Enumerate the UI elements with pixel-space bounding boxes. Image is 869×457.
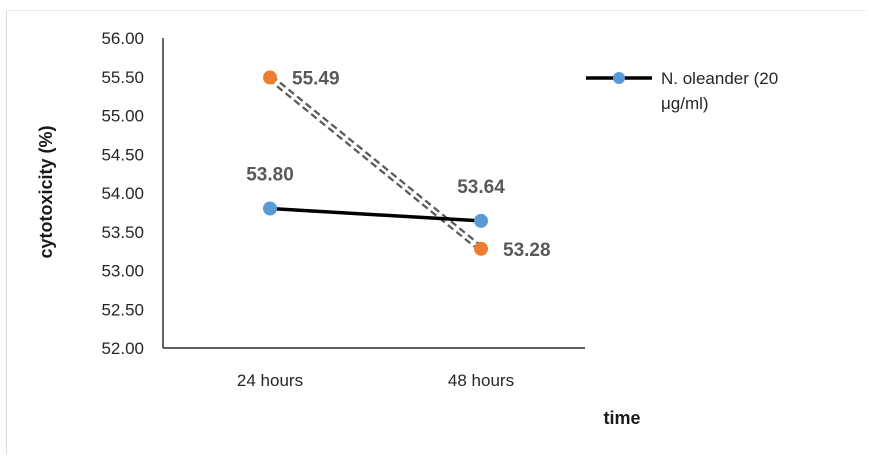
legend-label-line2: μg/ml) [661, 94, 709, 113]
y-axis-title: cytotoxicity (%) [36, 125, 56, 258]
data-label: 53.28 [503, 240, 551, 261]
series-line-inner [270, 78, 481, 249]
x-tick-label: 48 hours [448, 371, 514, 390]
data-point [474, 242, 488, 256]
series-2: 55.49 53.28 [263, 69, 551, 261]
y-tick-label: 53.50 [101, 223, 144, 242]
x-axis: 24 hours 48 hours [163, 348, 585, 390]
series-line [270, 209, 481, 221]
data-label: 53.80 [246, 165, 294, 186]
data-point [263, 202, 277, 216]
data-point [263, 71, 277, 85]
y-tick-label: 54.50 [101, 145, 144, 164]
y-tick-label: 52.50 [101, 300, 144, 319]
y-tick-label: 52.00 [101, 339, 144, 358]
data-point [474, 214, 488, 228]
legend: N. oleander (20 μg/ml) [586, 69, 778, 113]
legend-label-line1: N. oleander (20 [661, 69, 778, 88]
series-1: 53.80 53.64 [246, 165, 505, 228]
y-axis: 52.00 52.50 53.00 53.50 54.00 54.50 55.00 55.50… [101, 29, 163, 358]
legend-marker [613, 72, 625, 84]
data-label: 55.49 [292, 69, 340, 90]
x-tick-label: 24 hours [237, 371, 303, 390]
series-layer: 55.49 53.28 53.80 53.64 [246, 69, 550, 261]
y-tick-label: 53.00 [101, 262, 144, 281]
x-axis-title: time [603, 408, 640, 428]
data-label: 53.64 [457, 177, 505, 198]
y-tick-label: 54.00 [101, 184, 144, 203]
y-tick-label: 55.00 [101, 107, 144, 126]
y-tick-label: 56.00 [101, 29, 144, 48]
y-tick-label: 55.50 [101, 68, 144, 87]
